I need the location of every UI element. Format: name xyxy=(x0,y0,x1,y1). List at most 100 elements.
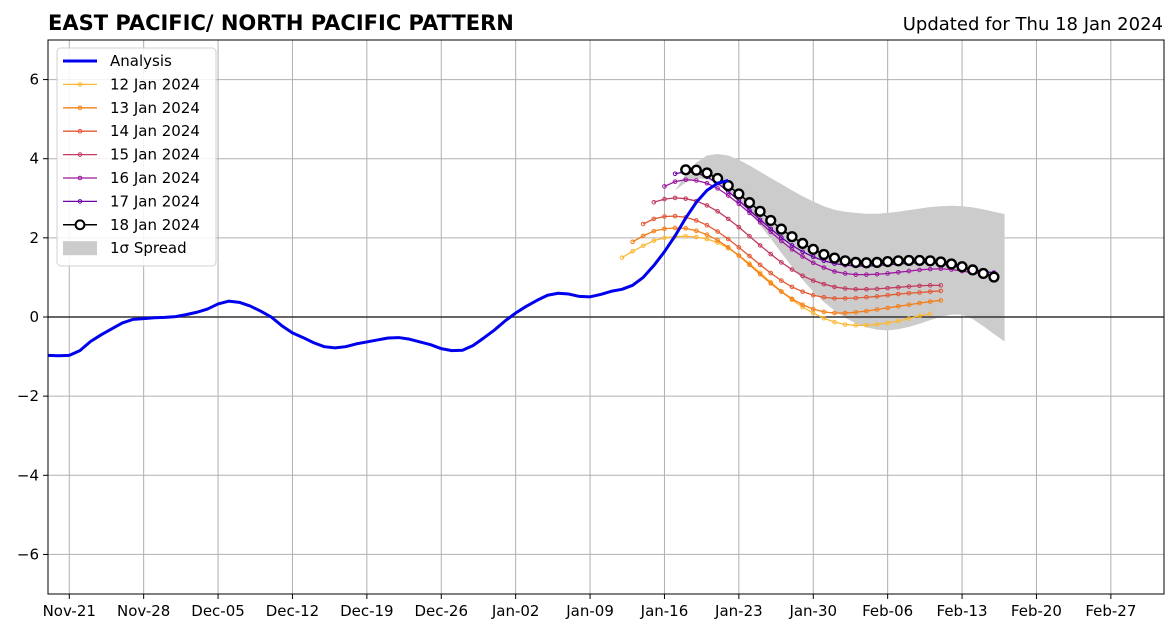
forecast-point xyxy=(779,278,784,283)
forecast-point xyxy=(842,310,848,316)
forecast-line xyxy=(642,215,941,300)
forecast-point xyxy=(651,216,657,222)
forecast-point xyxy=(800,289,805,294)
legend-marker xyxy=(74,219,86,231)
forecast-point xyxy=(917,290,922,295)
forecast-point xyxy=(757,262,763,268)
forecast-point xyxy=(874,286,880,292)
forecast-point xyxy=(917,267,922,273)
y-axis-ticks: −6 −4 −2 0 2 4 6 xyxy=(17,71,48,563)
forecast-point xyxy=(715,209,720,214)
y-tick-label: 0 xyxy=(29,308,39,326)
x-tick-label: Dec-05 xyxy=(191,602,245,620)
x-axis-ticks: Nov-21 Nov-28 Dec-05 Dec-12 Dec-19 Dec-26 Jan-… xyxy=(43,594,1136,620)
forecast-point xyxy=(757,271,763,277)
forecast-point xyxy=(864,287,869,292)
forecast-point xyxy=(906,316,912,321)
forecast-point xyxy=(864,308,869,314)
forecast-point xyxy=(789,243,795,248)
forecast-point xyxy=(662,226,667,232)
forecast-point xyxy=(704,222,710,228)
legend-marker xyxy=(77,152,83,157)
x-tick-label: Feb-20 xyxy=(1011,602,1062,620)
forecast-point xyxy=(672,213,678,219)
legend-entry: 15 Jan 2024 xyxy=(63,146,200,164)
forecast-point xyxy=(977,267,989,280)
forecast-point xyxy=(895,304,901,309)
forecast-point xyxy=(864,294,869,300)
forecast-point xyxy=(757,220,763,225)
series-layer xyxy=(47,164,1000,358)
y-tick-label: −4 xyxy=(17,466,39,484)
forecast-point xyxy=(832,284,837,290)
forecast-point xyxy=(860,257,873,269)
legend-entry: 12 Jan 2024 xyxy=(63,75,200,93)
forecast-point xyxy=(895,269,901,275)
legend-entry: Analysis xyxy=(63,52,172,70)
forecast-point xyxy=(885,292,890,298)
legend: Analysis 12 Jan 2024 13 Jan 2024 14 Jan 202… xyxy=(56,47,217,267)
forecast-point xyxy=(938,288,944,294)
forecast-point xyxy=(810,278,816,283)
forecast-point xyxy=(789,296,795,302)
forecast-point xyxy=(747,253,752,259)
forecast-point xyxy=(662,196,667,202)
forecast-point xyxy=(662,214,667,219)
spread-band xyxy=(675,153,1005,342)
forecast-point xyxy=(680,164,692,176)
forecast-point xyxy=(967,264,979,276)
forecast-point xyxy=(768,270,774,276)
forecast-point xyxy=(779,289,784,294)
forecast-point xyxy=(765,214,777,227)
forecast-point xyxy=(747,262,752,268)
forecast-point xyxy=(651,199,657,205)
forecast-point xyxy=(768,281,774,286)
forecast-point xyxy=(807,243,819,255)
legend-swatch xyxy=(63,241,97,256)
y-tick-label: 6 xyxy=(29,71,39,89)
forecast-point xyxy=(853,295,859,301)
legend-entry: 16 Jan 2024 xyxy=(63,169,200,187)
forecast-point xyxy=(832,296,837,301)
x-tick-label: Jan-09 xyxy=(565,602,614,620)
forecast-point xyxy=(715,237,720,243)
forecast-point xyxy=(690,164,702,176)
forecast-point xyxy=(927,266,933,272)
forecast-point xyxy=(842,286,848,291)
forecast-point xyxy=(694,228,699,234)
forecast-point xyxy=(906,268,912,274)
forecast-series xyxy=(630,225,944,316)
forecast-point xyxy=(895,285,901,290)
forecast-point xyxy=(988,271,1000,283)
forecast-point xyxy=(864,323,869,328)
y-tick-label: 2 xyxy=(29,229,39,247)
forecast-point xyxy=(906,290,912,296)
forecast-point xyxy=(864,272,869,277)
forecast-point xyxy=(885,271,890,276)
forecast-point xyxy=(821,294,827,300)
spread-band-layer xyxy=(675,153,1005,342)
forecast-point xyxy=(775,223,787,235)
forecast-line xyxy=(653,197,941,290)
forecast-point xyxy=(821,281,827,287)
forecast-point xyxy=(832,319,837,325)
forecast-point xyxy=(619,255,625,260)
forecast-point xyxy=(662,235,667,241)
forecast-point xyxy=(882,256,894,268)
forecast-point xyxy=(850,256,862,268)
forecast-point xyxy=(651,228,657,234)
forecast-point xyxy=(715,229,720,234)
forecast-point xyxy=(747,210,752,216)
forecast-point xyxy=(874,294,880,299)
chart-subtitle: Updated for Thu 18 Jan 2024 xyxy=(903,14,1163,35)
forecast-point xyxy=(694,218,699,223)
legend-entry: 18 Jan 2024 xyxy=(63,216,200,234)
forecast-point xyxy=(683,233,689,239)
forecast-point xyxy=(694,178,699,183)
forecast-point xyxy=(779,260,784,265)
forecast-point xyxy=(715,186,720,191)
forecast-point xyxy=(725,216,731,222)
x-tick-label: Dec-26 xyxy=(414,602,468,620)
legend-marker xyxy=(77,82,83,87)
forecast-point xyxy=(842,271,848,276)
